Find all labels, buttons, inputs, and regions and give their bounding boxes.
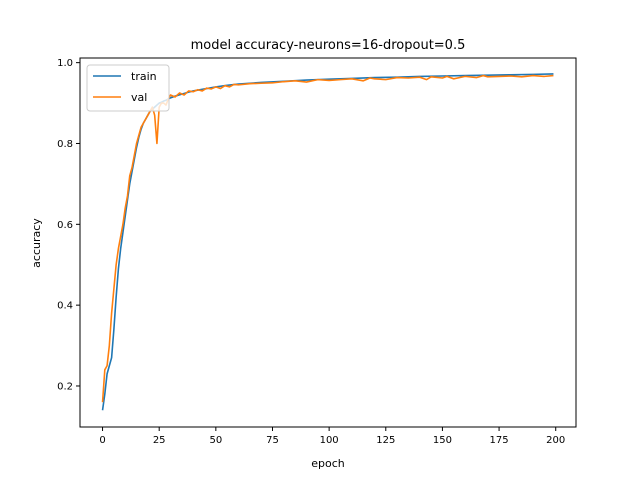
x-axis-ticks: 0 25 50 75 100 125 150 175 200 (99, 427, 565, 446)
legend-label-val: val (131, 91, 147, 104)
y-axis-ticks: 0.2 0.4 0.6 0.8 1.0 (57, 58, 80, 392)
x-tick-label: 125 (376, 435, 395, 446)
legend-box (86, 64, 170, 112)
y-tick-label: 0.8 (57, 139, 73, 150)
y-tick-label: 0.6 (57, 220, 73, 231)
x-tick-label: 75 (266, 435, 279, 446)
y-tick-label: 0.2 (57, 381, 73, 392)
x-tick-label: 100 (320, 435, 339, 446)
x-axis-label: epoch (311, 457, 345, 470)
y-axis-label: accuracy (30, 218, 43, 268)
chart-title: model accuracy-neurons=16-dropout=0.5 (191, 38, 466, 53)
legend: train val (86, 64, 170, 112)
x-tick-label: 200 (546, 435, 565, 446)
legend-label-train: train (131, 70, 157, 83)
y-tick-label: 1.0 (57, 58, 73, 69)
x-tick-label: 0 (99, 435, 105, 446)
x-tick-label: 25 (153, 435, 166, 446)
x-tick-label: 150 (433, 435, 452, 446)
x-tick-label: 175 (490, 435, 509, 446)
x-tick-label: 50 (209, 435, 222, 446)
axes-frame (79, 57, 577, 428)
y-tick-label: 0.4 (57, 301, 73, 312)
series-line-val (101, 74, 554, 403)
